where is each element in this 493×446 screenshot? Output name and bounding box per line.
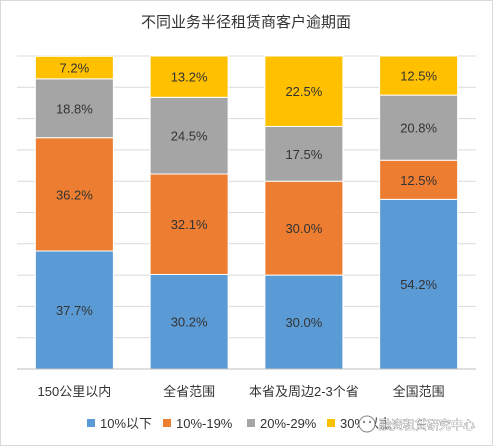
bar-group: 37.7% 36.2% 18.8% 7.2% 30.2% 32.1% 24.5% 13.2% 3…: [34, 55, 459, 370]
bar-segment-2: [379, 159, 459, 200]
legend-label: 10%以下: [100, 416, 152, 431]
bar-segment-1: [264, 274, 344, 370]
data-label: 12.5%: [400, 173, 437, 188]
watermark: 融资租赁研究中心: [358, 415, 475, 433]
legend-swatch: [163, 419, 171, 427]
bar-segment-1: [149, 273, 229, 370]
legend-swatch: [87, 419, 95, 427]
x-tick-label: 150公里以内: [38, 384, 112, 399]
watermark-text: 融资租赁研究中心: [379, 417, 475, 432]
bar-segment-3: [379, 94, 459, 161]
wechat-icon-eye-left: [362, 420, 366, 424]
data-label: 37.7%: [56, 303, 93, 318]
legend-swatch: [247, 419, 255, 427]
bar-segment-3: [264, 125, 344, 182]
data-label: 12.5%: [400, 69, 437, 84]
bar-segment-3: [149, 96, 229, 175]
data-label: 17.5%: [285, 147, 322, 162]
bar-segment-2: [149, 173, 229, 275]
data-label: 32.1%: [171, 217, 208, 232]
legend-label: 20%-29%: [260, 416, 317, 431]
bar-segment-4: [149, 55, 229, 98]
data-label: 30.0%: [285, 315, 322, 330]
data-label: 22.5%: [285, 84, 322, 99]
data-label: 36.2%: [56, 187, 93, 202]
bar-segment-4: [379, 55, 459, 96]
chart-title: 不同业务半径租赁商客户逾期面: [141, 14, 351, 31]
wechat-icon-eye-right: [368, 420, 372, 424]
x-tick-label: 本省及周边2-3个省: [249, 384, 359, 399]
data-label: 54.2%: [400, 277, 437, 292]
data-label: 18.8%: [56, 101, 93, 116]
bar-segment-1: [379, 198, 459, 370]
wechat-icon: [358, 415, 376, 433]
legend-label: 10%-19%: [176, 416, 233, 431]
data-label: 7.2%: [60, 61, 90, 76]
x-axis: 150公里以内 全省范围 本省及周边2-3个省 全国范围: [17, 368, 476, 399]
bar-segment-3: [34, 78, 114, 139]
bar-segment-4: [34, 55, 114, 80]
x-tick-label: 全省范围: [163, 384, 215, 399]
x-tick-label: 全国范围: [393, 384, 445, 399]
data-label: 13.2%: [171, 70, 208, 85]
data-label: 24.5%: [171, 129, 208, 144]
bar-segment-2: [34, 137, 114, 252]
data-label: 30.0%: [285, 221, 322, 236]
data-label: 30.2%: [171, 315, 208, 330]
data-label: 20.8%: [400, 121, 437, 136]
bar-segment-1: [34, 250, 114, 370]
legend-swatch: [327, 419, 335, 427]
bar-segment-4: [264, 55, 344, 127]
bar-segment-2: [264, 180, 344, 276]
